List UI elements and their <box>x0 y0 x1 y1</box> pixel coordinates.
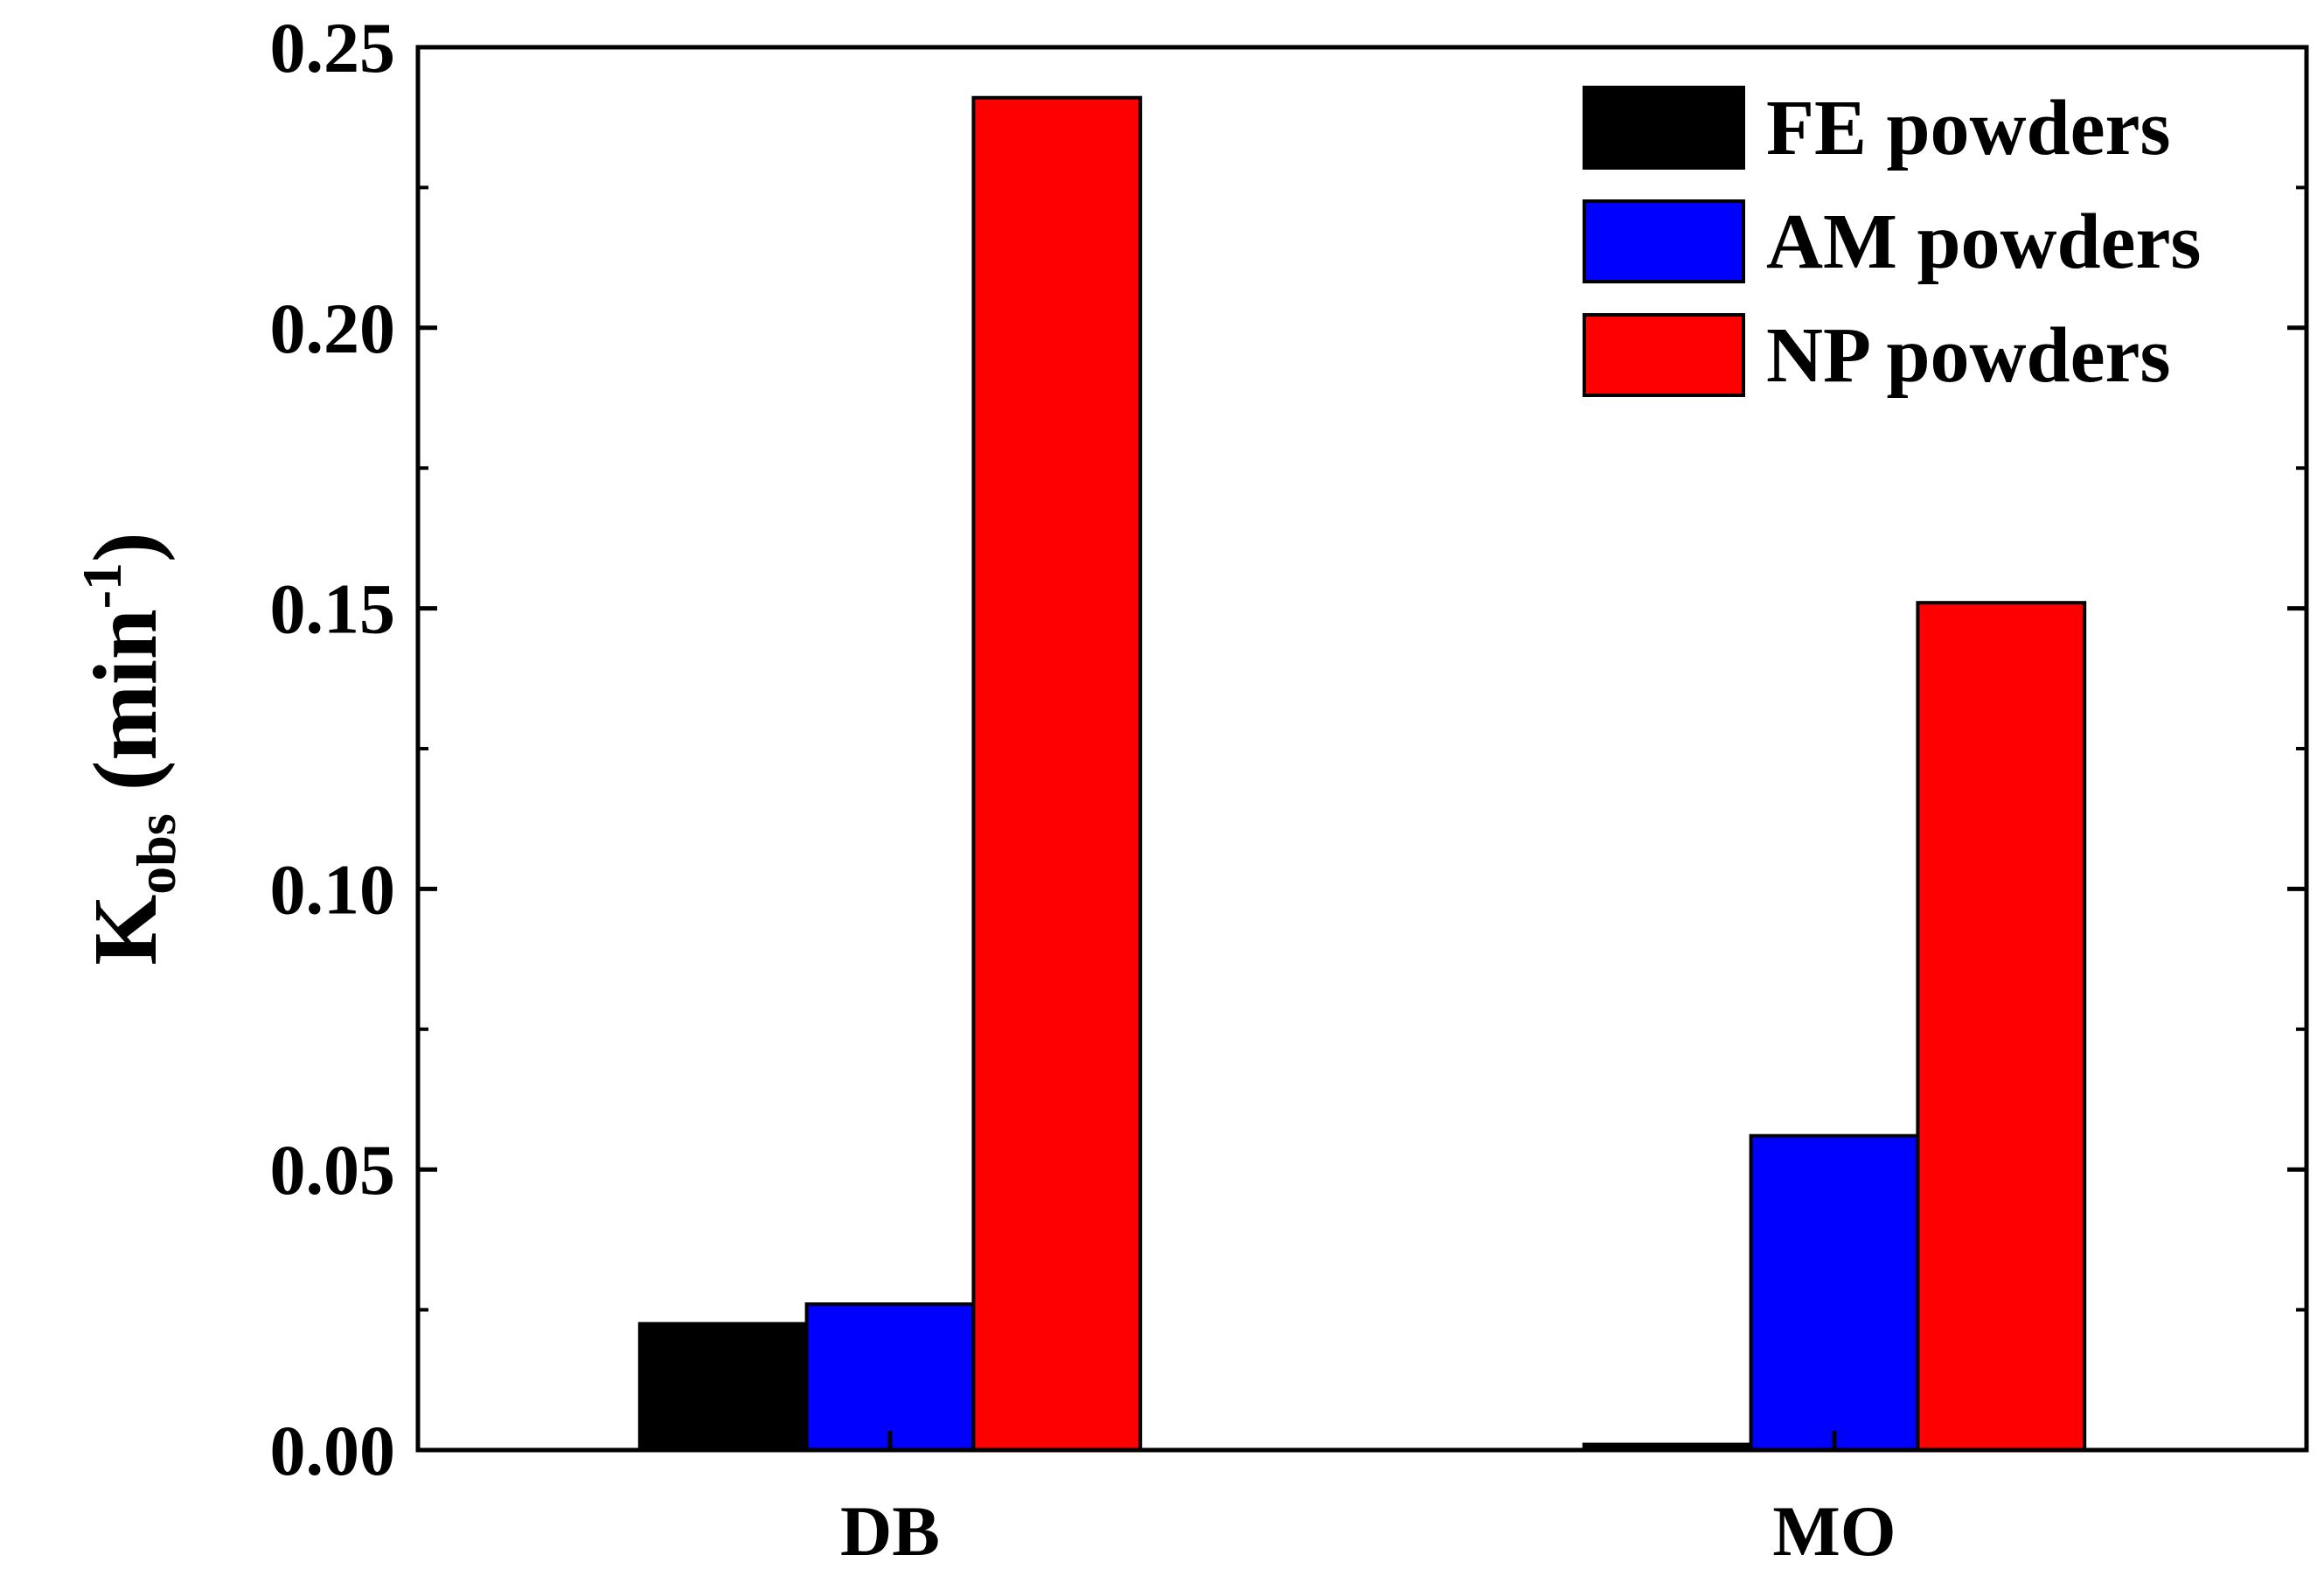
bar-am-mo <box>1749 1133 1920 1452</box>
bar-fe-db <box>637 1321 809 1453</box>
bar-np-db <box>971 95 1143 1452</box>
x-tick-label-mo: MO <box>1772 1491 1896 1569</box>
x-tick-label-db: DB <box>840 1491 940 1569</box>
y-tick-label: 0.10 <box>270 849 396 929</box>
axis-ticks <box>418 45 2307 1453</box>
y-tick-label: 0.25 <box>270 8 396 87</box>
x-axis-tick-labels: DB MO <box>840 1491 1896 1569</box>
y-tick-label: 0.00 <box>270 1411 396 1490</box>
legend: FE powders AM powders NP powders <box>1583 85 2201 399</box>
y-tick-label: 0.20 <box>270 289 396 368</box>
legend-swatch-np <box>1583 313 1745 397</box>
y-axis-tick-labels: 0.00 0.05 0.10 0.15 0.20 0.25 <box>270 8 396 1490</box>
legend-label-am: AM powders <box>1766 199 2201 285</box>
legend-label-fe: FE powders <box>1766 85 2171 171</box>
legend-label-np: NP powders <box>1766 312 2171 399</box>
bar-am-db <box>804 1302 976 1452</box>
y-axis-title: Kobs (min-1) <box>71 532 187 965</box>
legend-swatch-am <box>1583 199 1745 283</box>
legend-swatch-fe <box>1583 86 1745 170</box>
bar-np-mo <box>1916 601 2087 1452</box>
y-tick-label: 0.15 <box>270 569 396 649</box>
y-tick-label: 0.05 <box>270 1130 396 1210</box>
bars-layer <box>637 95 2087 1453</box>
